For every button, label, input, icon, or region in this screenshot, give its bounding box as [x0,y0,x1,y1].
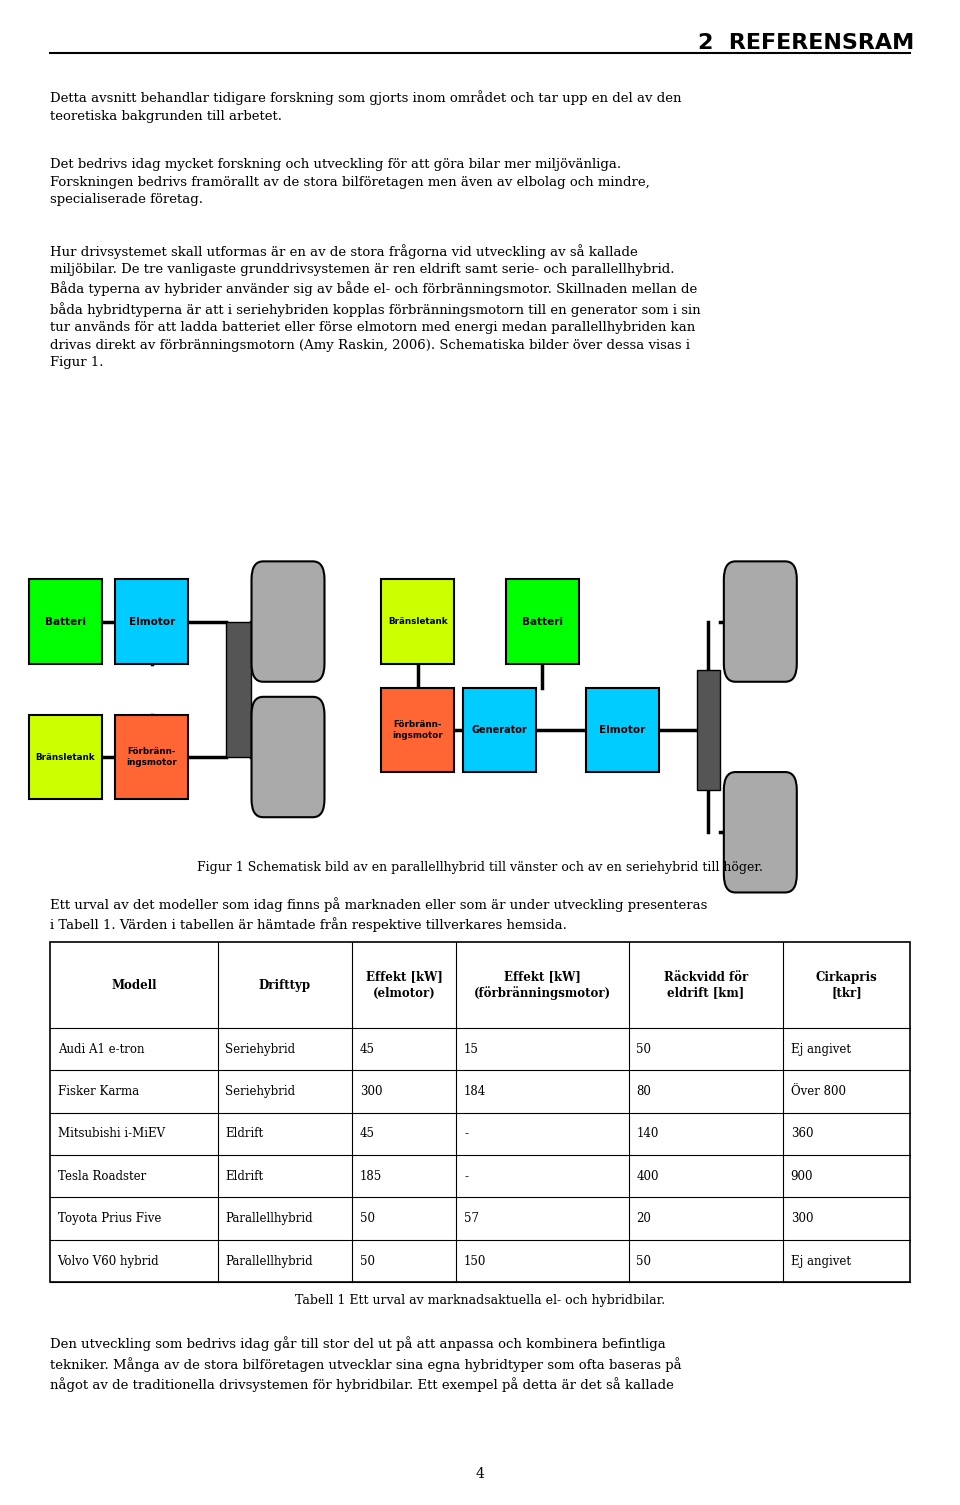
Text: Bränsletank: Bränsletank [36,752,95,762]
FancyBboxPatch shape [252,561,324,682]
FancyBboxPatch shape [29,715,102,799]
Text: Drifttyp: Drifttyp [259,978,311,992]
FancyBboxPatch shape [50,942,910,1282]
Text: 45: 45 [360,1043,374,1055]
Text: Batteri: Batteri [45,617,85,626]
Text: Effekt [kW]
(elmotor): Effekt [kW] (elmotor) [366,971,443,999]
FancyBboxPatch shape [586,688,659,772]
Text: Generator: Generator [471,725,527,734]
Text: Detta avsnitt behandlar tidigare forskning som gjorts inom området och tar upp e: Detta avsnitt behandlar tidigare forskni… [50,90,682,123]
Text: Tabell 1 Ett urval av marknadsaktuella el- och hybridbilar.: Tabell 1 Ett urval av marknadsaktuella e… [295,1294,665,1308]
FancyBboxPatch shape [724,772,797,892]
Text: Batteri: Batteri [522,617,563,626]
FancyBboxPatch shape [697,670,720,790]
Text: Över 800: Över 800 [791,1085,846,1099]
Text: Förbränn-
ingsmotor: Förbränn- ingsmotor [393,721,443,739]
Text: Ej angivet: Ej angivet [791,1043,851,1055]
Text: 2  REFERENSRAM: 2 REFERENSRAM [698,33,914,53]
Text: 4: 4 [475,1467,485,1481]
Text: Ej angivet: Ej angivet [791,1255,851,1267]
FancyBboxPatch shape [29,579,102,664]
FancyBboxPatch shape [226,622,251,757]
Text: Förbränn-
ingsmotor: Förbränn- ingsmotor [127,748,177,766]
Text: 900: 900 [791,1169,813,1183]
Text: 150: 150 [464,1255,487,1267]
Text: Audi A1 e-tron: Audi A1 e-tron [58,1043,144,1055]
Text: Cirkapris
[tkr]: Cirkapris [tkr] [816,971,877,999]
FancyBboxPatch shape [381,688,454,772]
FancyBboxPatch shape [381,579,454,664]
Text: Modell: Modell [111,978,156,992]
Text: 300: 300 [360,1085,382,1099]
Text: Toyota Prius Five: Toyota Prius Five [58,1212,161,1225]
Text: Seriehybrid: Seriehybrid [226,1085,296,1099]
Text: 57: 57 [464,1212,479,1225]
Text: Mitsubishi i-MiEV: Mitsubishi i-MiEV [58,1127,165,1141]
FancyBboxPatch shape [252,697,324,817]
Text: Eldrift: Eldrift [226,1127,264,1141]
Text: Räckvidd för
eldrift [km]: Räckvidd för eldrift [km] [663,971,748,999]
Text: 184: 184 [464,1085,487,1099]
Text: Den utveckling som bedrivs idag går till stor del ut på att anpassa och kombiner: Den utveckling som bedrivs idag går till… [50,1336,682,1392]
Text: 50: 50 [360,1255,374,1267]
Text: 20: 20 [636,1212,651,1225]
Text: Eldrift: Eldrift [226,1169,264,1183]
Text: 360: 360 [791,1127,813,1141]
FancyBboxPatch shape [115,579,188,664]
Text: Ett urval av det modeller som idag finns på marknaden eller som är under utveckl: Ett urval av det modeller som idag finns… [50,897,708,932]
Text: 50: 50 [636,1043,652,1055]
Text: 300: 300 [791,1212,813,1225]
Text: Parallellhybrid: Parallellhybrid [226,1212,313,1225]
Text: 15: 15 [464,1043,479,1055]
Text: Det bedrivs idag mycket forskning och utveckling för att göra bilar mer miljövän: Det bedrivs idag mycket forskning och ut… [50,158,650,206]
FancyBboxPatch shape [506,579,579,664]
Text: 50: 50 [636,1255,652,1267]
FancyBboxPatch shape [724,561,797,682]
Text: 185: 185 [360,1169,382,1183]
Text: Seriehybrid: Seriehybrid [226,1043,296,1055]
Text: -: - [464,1169,468,1183]
Text: Volvo V60 hybrid: Volvo V60 hybrid [58,1255,159,1267]
Text: Effekt [kW]
(förbränningsmotor): Effekt [kW] (förbränningsmotor) [474,969,612,1001]
FancyBboxPatch shape [463,688,536,772]
Text: 400: 400 [636,1169,659,1183]
Text: Parallellhybrid: Parallellhybrid [226,1255,313,1267]
Text: Bränsletank: Bränsletank [388,617,447,626]
Text: Tesla Roadster: Tesla Roadster [58,1169,146,1183]
FancyBboxPatch shape [115,715,188,799]
Text: 140: 140 [636,1127,659,1141]
Text: Hur drivsystemet skall utformas är en av de stora frågorna vid utveckling av så : Hur drivsystemet skall utformas är en av… [50,244,701,369]
Text: Elmotor: Elmotor [599,725,645,734]
Text: Elmotor: Elmotor [129,617,175,626]
Text: Figur 1 Schematisk bild av en parallellhybrid till vänster och av en seriehybrid: Figur 1 Schematisk bild av en parallellh… [197,861,763,874]
Text: 45: 45 [360,1127,374,1141]
Text: Fisker Karma: Fisker Karma [58,1085,139,1099]
Text: -: - [464,1127,468,1141]
Text: 50: 50 [360,1212,374,1225]
Text: 80: 80 [636,1085,651,1099]
